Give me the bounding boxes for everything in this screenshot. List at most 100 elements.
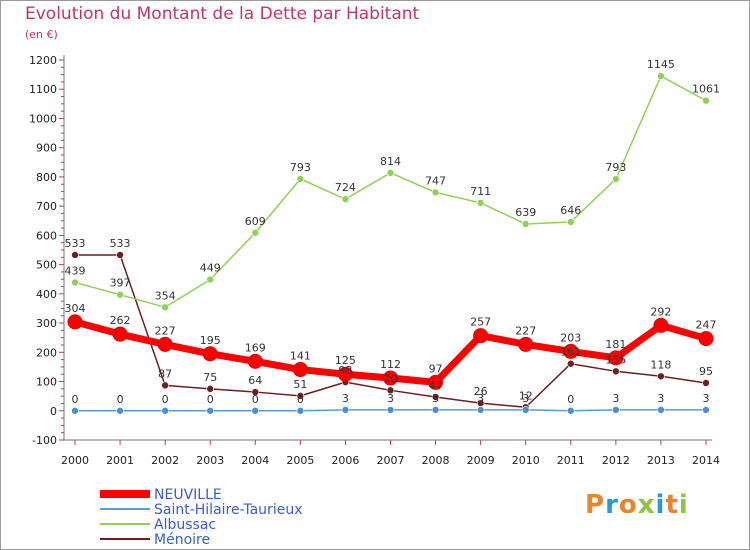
albussac-point — [566, 218, 575, 226]
x-tick-label: 2009 — [467, 454, 495, 467]
sainthilaire-point — [566, 406, 575, 415]
albussac-point — [341, 195, 350, 203]
logo-letter: x — [637, 490, 656, 520]
albussac-point — [116, 290, 124, 299]
menoire-data-label: 98 — [338, 364, 352, 377]
x-tick-label: 2006 — [331, 454, 359, 467]
sainthilaire-point — [296, 406, 305, 415]
neuville-data-label: 181 — [605, 338, 626, 351]
albussac-data-label: 397 — [110, 277, 131, 290]
menoire-point — [206, 385, 215, 393]
neuville-data-label: 304 — [65, 302, 86, 315]
sainthilaire-data-label: 3 — [657, 392, 664, 405]
neuville-point — [292, 362, 308, 378]
menoire-data-label: 533 — [110, 237, 131, 250]
sainthilaire-point — [251, 406, 260, 415]
sainthilaire-data-label: 0 — [252, 393, 259, 406]
albussac-data-label: 1061 — [692, 83, 720, 96]
neuville-point — [202, 346, 218, 362]
albussac-point — [386, 169, 395, 177]
logo-letter: i — [655, 490, 666, 520]
albussac-data-label: 711 — [470, 185, 491, 198]
neuville-data-label: 97 — [429, 362, 443, 375]
albussac-line — [74, 75, 707, 309]
sainthilaire-data-label: 3 — [477, 392, 484, 405]
menoire-point — [612, 367, 620, 376]
albussac-data-label: 609 — [245, 215, 266, 228]
neuville-data-label: 112 — [380, 358, 401, 371]
albussac-data-label: 747 — [425, 174, 446, 187]
y-tick-label: 0 — [50, 405, 57, 418]
albussac-point — [702, 96, 710, 105]
sainthilaire-data-label: 3 — [522, 392, 529, 405]
legend-label-neuville: NEUVILLE — [154, 487, 222, 503]
x-tick-label: 2014 — [692, 454, 720, 467]
menoire-point — [296, 392, 305, 400]
sainthilaire-data-label: 3 — [387, 392, 394, 405]
legend-label-menoire: Ménoire — [154, 532, 210, 548]
sainthilaire-point — [161, 406, 169, 415]
y-tick-label: 1200 — [29, 54, 57, 67]
x-tick-label: 2002 — [151, 454, 179, 467]
albussac-point — [431, 188, 440, 197]
menoire-data-label: 533 — [65, 237, 86, 250]
neuville-point — [383, 370, 398, 386]
sainthilaire-point — [612, 406, 620, 414]
menoire-data-label: 87 — [158, 367, 172, 380]
menoire-data-label: 47 — [429, 379, 443, 392]
menoire-point — [116, 251, 124, 259]
neuville-point — [428, 374, 444, 390]
sainthilaire-point — [702, 406, 710, 414]
albussac-data-label: 646 — [560, 204, 581, 217]
neuville-point — [698, 331, 714, 347]
albussac-data-label: 639 — [515, 206, 536, 219]
x-tick-label: 2011 — [557, 454, 585, 467]
sainthilaire-data-label: 0 — [162, 393, 169, 406]
sainthilaire-point — [206, 406, 215, 415]
sainthilaire-point — [476, 406, 485, 414]
legend-label-sainthilaire: Saint-Hilaire-Taurieux — [154, 502, 302, 518]
neuville-data-label: 203 — [560, 331, 581, 344]
logo-letter: t — [665, 490, 679, 520]
albussac-data-label: 354 — [155, 289, 176, 302]
y-tick-label: 1000 — [29, 112, 57, 125]
legend-label-albussac: Albussac — [154, 517, 216, 533]
albussac-data-label: 793 — [290, 161, 311, 174]
y-tick-label: 300 — [36, 317, 57, 330]
albussac-point — [206, 275, 215, 284]
y-tick-label: 600 — [36, 229, 57, 242]
sainthilaire-point — [386, 406, 395, 414]
logo-letter: i — [678, 490, 689, 520]
albussac-data-label: 814 — [380, 155, 401, 168]
x-tick-label: 2000 — [61, 454, 89, 467]
x-tick-label: 2008 — [422, 454, 450, 467]
x-tick-label: 2010 — [512, 454, 540, 467]
chart-unit: (en €) — [25, 28, 58, 41]
menoire-data-label: 12 — [519, 389, 533, 402]
y-tick-label: 400 — [36, 288, 57, 301]
neuville-point — [563, 343, 579, 359]
menoire-data-label: 95 — [699, 365, 713, 378]
sainthilaire-point — [71, 406, 79, 415]
x-tick-label: 2013 — [647, 454, 675, 467]
sainthilaire-data-label: 0 — [567, 393, 574, 406]
menoire-data-label: 75 — [203, 371, 217, 384]
neuville-data-label: 247 — [696, 319, 717, 332]
menoire-data-label: 70 — [384, 372, 398, 385]
albussac-point — [657, 72, 665, 80]
sainthilaire-data-label: 0 — [117, 393, 124, 406]
menoire-point — [431, 393, 440, 401]
y-tick-label: 1100 — [29, 83, 57, 96]
menoire-point — [71, 251, 79, 259]
y-tick-label: 900 — [36, 142, 57, 155]
menoire-point — [702, 379, 710, 387]
neuville-data-label: 227 — [155, 324, 176, 337]
albussac-point — [71, 278, 79, 287]
neuville-point — [157, 336, 173, 352]
albussac-point — [612, 175, 620, 183]
sainthilaire-point — [431, 406, 440, 414]
y-tick-label: -100 — [32, 434, 57, 447]
albussac-point — [251, 228, 260, 237]
y-tick-label: 100 — [36, 376, 57, 389]
